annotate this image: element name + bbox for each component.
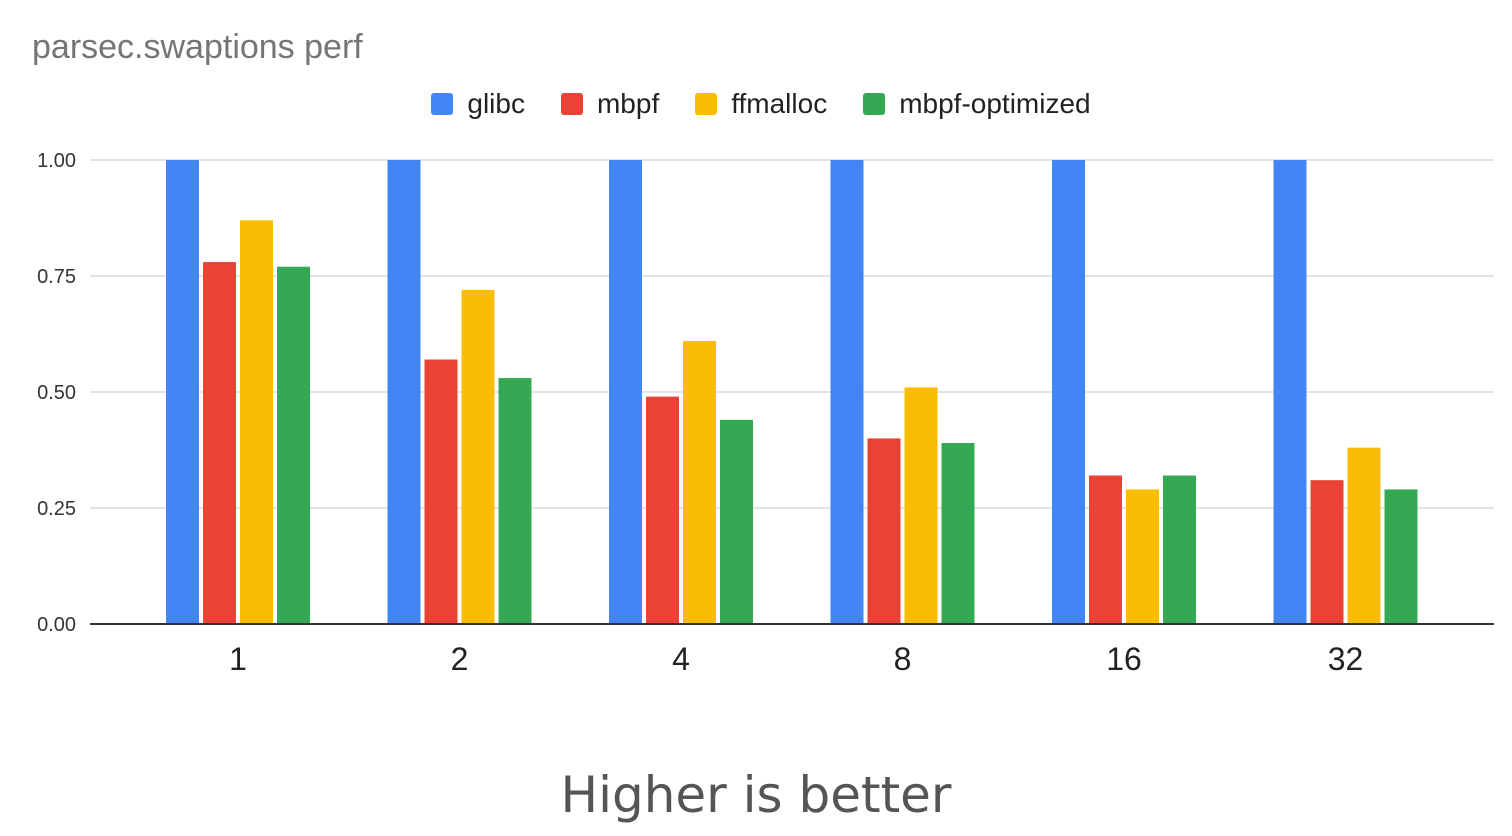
bar-glibc-2[interactable] <box>387 160 421 624</box>
bar-mbpf-8[interactable] <box>867 438 901 624</box>
bar-mbpf-1[interactable] <box>203 262 236 624</box>
bar-mbpf-32[interactable] <box>1310 480 1344 624</box>
legend-swatch-mbpf <box>560 93 583 115</box>
bar-mbpf-optimized-1[interactable] <box>277 266 310 624</box>
bar-ffmalloc-2[interactable] <box>461 289 495 624</box>
bar-glibc-32[interactable] <box>1273 160 1307 624</box>
x-tick-label: 32 <box>1328 641 1364 677</box>
x-tick-label: 2 <box>451 641 469 677</box>
legend-swatch-ffmalloc <box>695 93 718 115</box>
bar-glibc-1[interactable] <box>166 160 199 624</box>
x-axis-tick-labels: 1 2 4 8 16 32 <box>229 641 1363 677</box>
bar-ffmalloc-1[interactable] <box>240 220 273 624</box>
bar-glibc-16[interactable] <box>1052 160 1085 624</box>
bar-glibc-4[interactable] <box>609 160 642 624</box>
bar-mbpf-16[interactable] <box>1089 475 1122 624</box>
legend-swatch-glibc <box>431 93 454 115</box>
legend-label-glibc: glibc <box>467 88 525 119</box>
bar-mbpf-optimized-8[interactable] <box>941 443 975 624</box>
legend-label-ffmalloc: ffmalloc <box>731 88 828 119</box>
legend-item-mbpf[interactable]: mbpf <box>560 88 660 120</box>
y-axis-tick-labels: 0.00 0.25 0.50 0.75 1.00 <box>37 150 76 636</box>
bar-mbpf-optimized-4[interactable] <box>720 419 753 624</box>
bar-mbpf-optimized-2[interactable] <box>498 378 532 624</box>
bar-glibc-8[interactable] <box>830 160 864 624</box>
bar-ffmalloc-32[interactable] <box>1347 447 1381 624</box>
bar-ffmalloc-4[interactable] <box>683 340 716 624</box>
y-tick-label: 0.75 <box>37 266 76 288</box>
bar-mbpf-4[interactable] <box>646 396 679 624</box>
footer-note: Higher is better <box>560 766 952 824</box>
legend-label-mbpf: mbpf <box>596 88 660 119</box>
bar-ffmalloc-16[interactable] <box>1126 489 1159 624</box>
legend-swatch-mbpf-optimized <box>863 93 886 115</box>
legend-label-mbpf-optimized: mbpf-optimized <box>899 88 1091 119</box>
gridlines <box>90 159 1494 509</box>
y-tick-label: 0.50 <box>37 382 76 404</box>
chart-legend: glibc mbpf ffmalloc mbpf-optimized <box>0 88 1512 120</box>
y-tick-label: 0.25 <box>37 498 76 520</box>
y-tick-label: 0.00 <box>37 614 76 636</box>
bar-mbpf-2[interactable] <box>424 359 458 624</box>
x-tick-label: 4 <box>672 641 690 677</box>
bars <box>166 160 1418 624</box>
bar-mbpf-optimized-32[interactable] <box>1384 489 1418 624</box>
y-tick-label: 1.00 <box>37 150 76 172</box>
x-tick-label: 1 <box>229 641 247 677</box>
bar-ffmalloc-8[interactable] <box>904 387 938 624</box>
legend-item-ffmalloc[interactable]: ffmalloc <box>695 88 827 120</box>
x-tick-label: 8 <box>894 641 912 677</box>
legend-item-mbpf-optimized[interactable]: mbpf-optimized <box>863 88 1091 120</box>
bar-chart-plot: 0.00 0.25 0.50 0.75 1.00 1 2 4 8 16 32 <box>37 150 1494 677</box>
legend-item-glibc[interactable]: glibc <box>431 88 525 120</box>
bar-mbpf-optimized-16[interactable] <box>1163 475 1196 624</box>
x-tick-label: 16 <box>1106 641 1142 677</box>
chart-title: parsec.swaptions perf <box>32 28 363 66</box>
